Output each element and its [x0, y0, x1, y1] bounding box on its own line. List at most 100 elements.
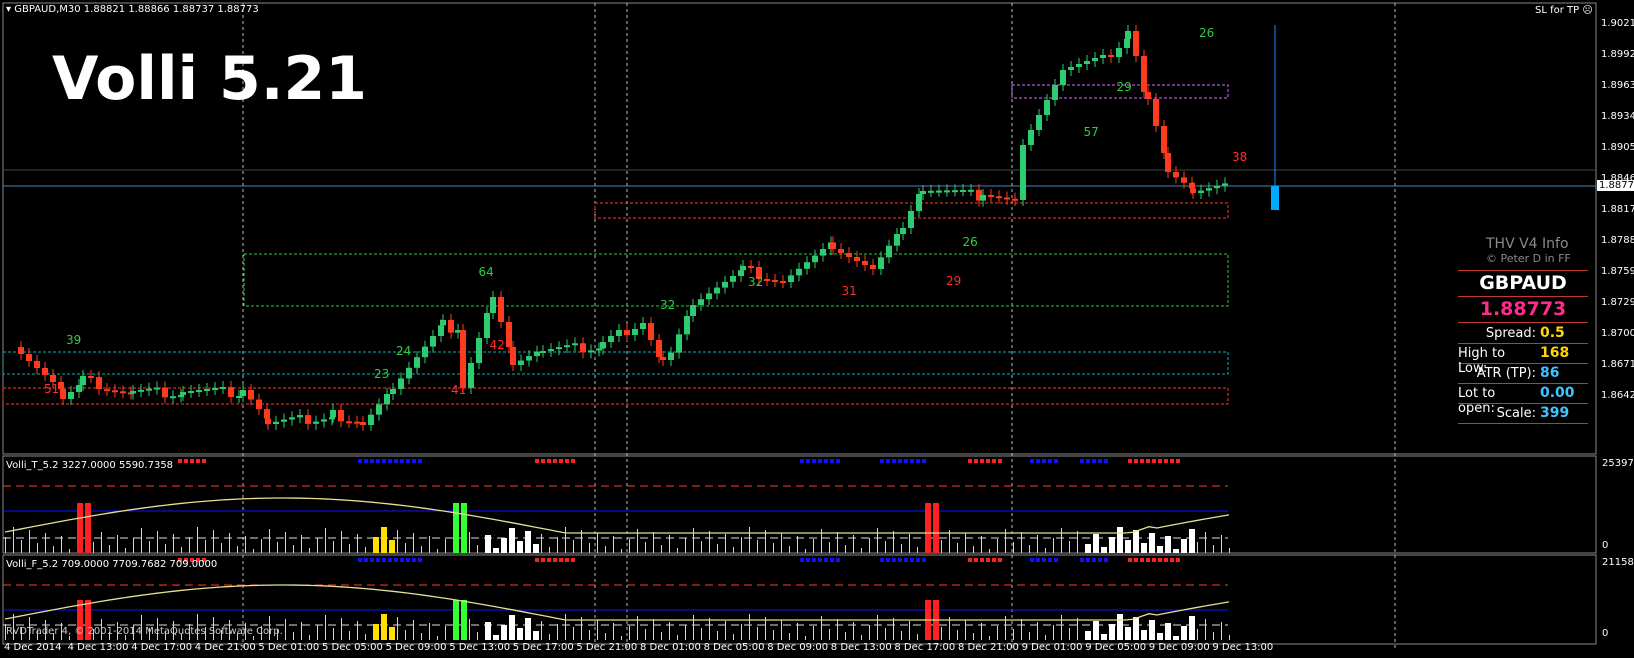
volli-f-volume-bar: [85, 600, 91, 640]
volli-t-signal-dot: [1164, 459, 1168, 463]
info-row-spread: Spread: 0.5: [1458, 324, 1588, 344]
volli-f-signal-dot: [565, 558, 569, 562]
price-axis-label: 1.87295: [1601, 297, 1634, 308]
volli-f-signal-dot: [1170, 558, 1174, 562]
candle-body: [1036, 115, 1042, 130]
volli-f-signal-dot: [1042, 558, 1046, 562]
volli-t-volume-bar: [469, 532, 470, 553]
volli-f-volume-bar: [741, 624, 742, 640]
volli-t-volume-bar: [1053, 538, 1054, 553]
candle-body: [572, 343, 578, 346]
volli-f-volume-bar: [637, 616, 638, 640]
volli-t-volume-bar: [1149, 533, 1155, 553]
volli-f-signal-dot: [898, 558, 902, 562]
volli-f-volume-bar: [437, 636, 438, 640]
volli-t-volume-bar: [501, 538, 507, 553]
volli-t-volume-bar: [85, 503, 91, 553]
volli-t-volume-bar: [669, 535, 670, 553]
volli-t-signal-dot: [1134, 459, 1138, 463]
volli-t-volume-bar: [1045, 548, 1046, 553]
volli-t-volume-bar: [525, 531, 531, 553]
volli-f-volume-bar: [293, 632, 294, 640]
candle-body: [1060, 70, 1066, 85]
volli-f-volume-bar: [173, 621, 174, 640]
volli-f-signal-dot: [992, 558, 996, 562]
volli-t-volume-bar: [317, 538, 318, 553]
volli-t-volume-bar: [269, 529, 270, 553]
volli-f-signal-dot: [196, 558, 200, 562]
volli-t-volume-bar: [421, 546, 422, 553]
price-axis-label: 1.87005: [1601, 328, 1634, 339]
candle-body: [273, 421, 279, 424]
volli-t-signal-dot: [1092, 459, 1096, 463]
volli-f-volume-bar: [1197, 629, 1198, 640]
zone-box-2: [2, 387, 1229, 405]
volli-t-signal-dot: [800, 459, 804, 463]
subwindow-axis-bottom-f: 0: [1602, 628, 1609, 639]
volli-f-signal-dot: [358, 558, 362, 562]
volli-f-volume-bar: [469, 619, 470, 640]
volli-t-signal-dot: [571, 459, 575, 463]
candle-body: [714, 287, 720, 294]
candle-body: [1012, 198, 1018, 201]
volli-f-volume-bar: [621, 636, 622, 640]
volli-t-volume-bar: [301, 535, 302, 553]
volli-t-volume-bar: [1061, 528, 1062, 553]
candle-body: [170, 396, 176, 399]
volli-t-volume-bar: [1133, 530, 1139, 553]
candle-body: [596, 348, 602, 351]
row-value: 0.5: [1540, 325, 1565, 341]
volli-t-volume-bar: [381, 527, 387, 553]
volli-f-volume-bar: [1085, 631, 1091, 640]
sl-for-tp-button[interactable]: SL for TP ☹: [1535, 5, 1593, 16]
candle-body: [96, 377, 102, 390]
volli-f-volume-bar: [1141, 630, 1147, 640]
volli-f-volume-bar: [541, 621, 542, 640]
volli-t-volume-bar: [45, 533, 46, 553]
volli-f-volume-bar: [1157, 633, 1163, 640]
volli-t-line: [4, 497, 1230, 534]
candle-body: [414, 357, 420, 368]
volli-f-volume-bar: [1229, 635, 1230, 640]
volli-t-volume-bar: [429, 536, 430, 553]
volli-f-signal-dot: [974, 558, 978, 562]
volli-t-signal-dot: [394, 459, 398, 463]
volli-t-volume-bar: [733, 547, 734, 553]
volli-f-signal-dot: [812, 558, 816, 562]
candle-body: [80, 376, 86, 385]
candle-body: [438, 325, 444, 336]
volli-t-signal-dot: [898, 459, 902, 463]
volli-f-volume-bar: [461, 600, 467, 640]
volli-f-volume-bar: [781, 620, 782, 640]
volli-t-volume-bar: [797, 536, 798, 553]
volli-t-volume-bar: [885, 541, 886, 553]
close-circle-icon[interactable]: ☹: [1582, 5, 1593, 16]
candle-body: [281, 419, 287, 422]
candle-body: [468, 363, 474, 388]
volli-f-volume-bar: [229, 620, 230, 640]
count-label: 29: [946, 274, 962, 288]
volli-t-volume-bar: [869, 538, 870, 553]
volli-t-volume-bar: [893, 531, 894, 553]
volli-f-volume-bar: [21, 627, 22, 640]
volli-t-volume-bar: [557, 537, 558, 553]
volli-t-volume-bar: [1173, 549, 1179, 553]
main-window-frame: [2, 2, 1597, 455]
volli-t-volume-bar: [565, 527, 566, 553]
volli-f-volume-bar: [917, 634, 918, 640]
price-axis-label: 1.87880: [1601, 235, 1634, 246]
volli-t-volume-bar: [589, 543, 590, 553]
volli-f-volume-bar: [445, 626, 446, 640]
volli-t-volume-bar: [1213, 545, 1214, 553]
candle-body: [1100, 55, 1106, 58]
volli-f-volume-bar: [613, 623, 614, 640]
volli-f-volume-bar: [557, 624, 558, 640]
candle-body: [498, 297, 504, 322]
volli-t-volume-bar: [173, 534, 174, 553]
candle-body: [980, 195, 986, 201]
volli-t-signal-dot: [376, 459, 380, 463]
panel-divider: [1458, 296, 1588, 297]
dropdown-icon[interactable]: ▾: [6, 4, 12, 15]
candle-body: [722, 281, 728, 288]
